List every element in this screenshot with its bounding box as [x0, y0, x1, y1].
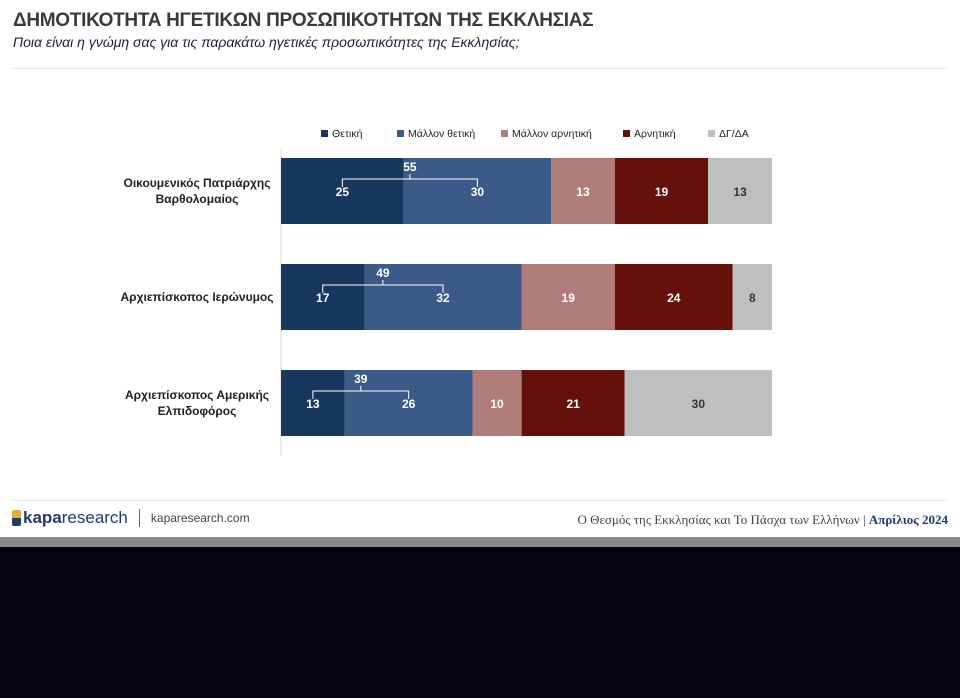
logo-text-bold: kapa	[23, 508, 62, 527]
data-label: 26	[402, 397, 416, 411]
positive-total-label: 49	[376, 266, 390, 280]
bar-segment	[614, 158, 709, 224]
legend-label: ΔΓ/ΔΑ	[719, 128, 749, 140]
positive-total-label: 55	[403, 160, 417, 174]
data-label: 10	[490, 397, 504, 411]
stacked-bar-chart: Θετική Μάλλον θετική Μάλλον αρνητική Αρνητι…	[121, 128, 772, 456]
bar-segment	[624, 370, 772, 436]
bar-segment	[732, 264, 772, 330]
data-label: 30	[471, 185, 485, 199]
divider	[12, 68, 947, 69]
bar-segment	[472, 370, 522, 436]
category-label: Βαρθολομαίος	[156, 192, 239, 206]
bottom-band	[0, 537, 960, 547]
data-label: 32	[436, 291, 450, 305]
survey-title: Ο Θεσμός της Εκκλησίας και Το Πάσχα των …	[577, 512, 860, 527]
data-label: 24	[667, 291, 681, 305]
data-label: 19	[655, 185, 669, 199]
bar-segment	[521, 370, 625, 436]
data-label: 17	[316, 291, 330, 305]
separator: |	[862, 512, 866, 527]
bar-segment	[403, 158, 552, 224]
logo-icon	[12, 510, 21, 526]
category-label: Ελπιδοφόρος	[158, 404, 237, 418]
legend-swatch	[708, 130, 715, 137]
legend-swatch	[623, 130, 630, 137]
legend-swatch	[321, 130, 328, 137]
bar-segment	[614, 264, 733, 330]
footer-info: Ο Θεσμός της Εκκλησίας και Το Πάσχα των …	[577, 512, 948, 528]
data-label: 25	[336, 185, 350, 199]
page-subtitle: Ποια είναι η γνώμη σας για τις παρακάτω …	[13, 34, 520, 50]
bar-segment	[708, 158, 772, 224]
data-label: 13	[306, 397, 320, 411]
website-link[interactable]: kaparesearch.com	[150, 511, 250, 525]
positive-total-label: 39	[354, 372, 368, 386]
legend-swatch	[397, 130, 404, 137]
logo-text: research	[61, 508, 128, 527]
data-label: 13	[576, 185, 590, 199]
bar-segment	[281, 158, 404, 224]
category-label: Αρχιεπίσκοπος Αμερικής	[125, 388, 269, 402]
legend-label: Μάλλον θετική	[408, 128, 475, 140]
divider	[138, 509, 140, 527]
legend-label: Θετική	[332, 128, 363, 140]
category-label: Οικουμενικός Πατριάρχης	[124, 176, 271, 190]
data-label: 19	[562, 291, 576, 305]
data-label: 8	[749, 291, 756, 305]
survey-date: Απρίλιος 2024	[868, 512, 948, 527]
divider	[12, 500, 947, 501]
bar-segment	[521, 264, 615, 330]
legend-label: Μάλλον αρνητική	[512, 128, 592, 140]
category-label: Αρχιεπίσκοπος Ιερώνυμος	[121, 290, 274, 304]
bar-segment	[281, 264, 365, 330]
legend-swatch	[501, 130, 508, 137]
bar-segment	[364, 264, 522, 330]
page-title: ΔΗΜΟΤΙΚΟΤΗΤΑ ΗΓΕΤΙΚΩΝ ΠΡΟΣΩΠΙΚΟΤΗΤΩΝ ΤΗΣ…	[13, 10, 594, 31]
legend-label: Αρνητική	[634, 128, 676, 140]
bar-segment	[344, 370, 473, 436]
bar-segment	[551, 158, 615, 224]
data-label: 13	[733, 185, 747, 199]
data-label: 21	[566, 397, 580, 411]
slide: ΔΗΜΟΤΙΚΟΤΗΤΑ ΗΓΕΤΙΚΩΝ ΠΡΟΣΩΠΙΚΟΤΗΤΩΝ ΤΗΣ…	[0, 0, 960, 537]
bar-segment	[281, 370, 345, 436]
data-label: 30	[692, 397, 706, 411]
kapa-research-logo: kaparesearch kaparesearch.com	[12, 508, 250, 528]
